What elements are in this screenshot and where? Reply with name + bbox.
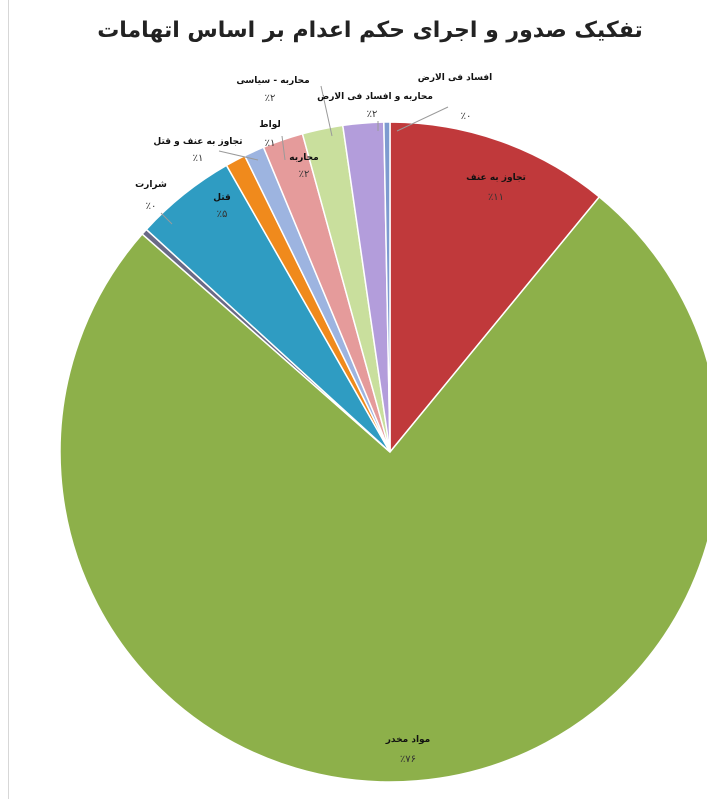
pie-slice-2 [59,195,707,783]
slice-label-10: افساد فی الارض [418,73,492,83]
slice-label-6: لواط [259,120,280,130]
slice-label-1: تجاوز به عنف [466,173,526,183]
slice-percent-5: ٪۱ [193,153,204,164]
slice-percent-6: ٪۱ [265,138,276,149]
slice-percent-10: ٪۰ [461,111,472,122]
slice-percent-2: ٪۷۶ [400,754,416,765]
pie-slice-1 [389,121,601,455]
left-border-line [8,0,9,799]
slice-percent-8: ٪۲ [265,93,276,104]
slice-label-4: قتل [213,193,231,203]
chart-title: تفکیک صدور و اجرای حکم اعدام بر اساس اته… [97,18,643,43]
slice-percent-3: ٪۰ [146,201,157,212]
slice-label-5: تجاوز به عنف و قتل [153,137,242,147]
leader-line-10 [396,106,449,132]
slice-label-8: محاربه - سیاسی [236,76,309,86]
slice-percent-9: ٪۲ [367,109,378,120]
leader-line-8 [320,85,333,137]
slice-percent-1: ٪۱۱ [488,192,504,203]
slice-label-7: محاربه [289,153,318,163]
leader-line-6 [281,135,286,161]
pie-slice-10 [383,121,391,453]
slice-label-3: شرارت [135,180,167,190]
slice-percent-7: ٪۲ [299,169,310,180]
slice-label-2: مواد مخدر [385,735,431,745]
leader-line-3 [160,212,173,225]
slice-label-9: محاربه و افساد فی الارض [317,92,433,102]
slice-percent-4: ٪۵ [217,209,228,220]
leader-line-5 [218,150,259,161]
